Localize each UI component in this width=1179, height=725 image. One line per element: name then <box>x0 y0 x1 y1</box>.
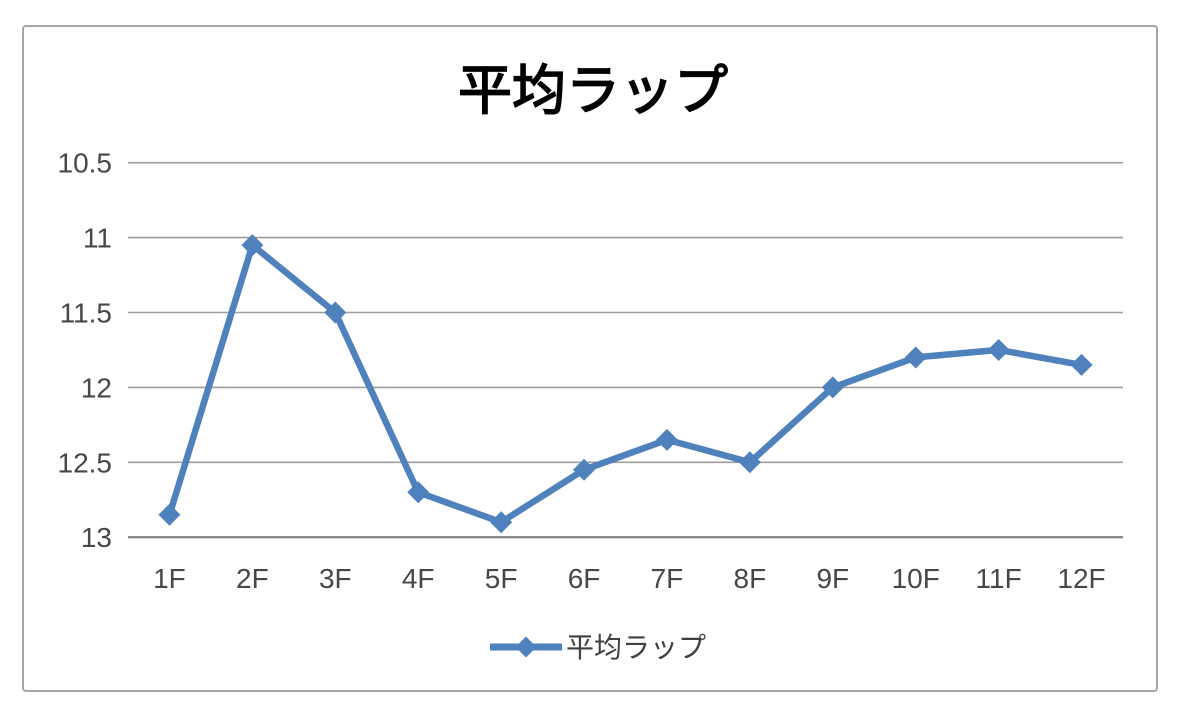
data-point-marker-icon <box>573 458 596 481</box>
chart-border <box>22 25 1158 692</box>
data-point-marker-icon <box>738 451 761 474</box>
data-point-marker-icon <box>490 511 513 534</box>
x-tick-label: 8F <box>734 563 767 594</box>
x-tick-label: 12F <box>1057 563 1105 594</box>
y-tick-label: 12.5 <box>58 447 113 478</box>
y-tick-label: 11.5 <box>60 298 112 329</box>
gridlines <box>128 161 1123 539</box>
x-tick-label: 6F <box>568 563 601 594</box>
y-axis-tick-labels: 10.5 11 11.5 12 12.5 13 <box>58 148 113 554</box>
y-tick-label: 13 <box>81 522 112 553</box>
data-point-marker-icon <box>407 481 430 504</box>
x-tick-label: 4F <box>402 563 435 594</box>
x-axis-tick-labels: 1F 2F 3F 4F 5F 6F 7F 8F 9F 10F 11F 12F <box>153 563 1106 594</box>
data-series <box>158 234 1093 534</box>
legend-series-label: 平均ラップ <box>566 632 706 663</box>
x-tick-label: 11F <box>976 563 1022 594</box>
y-tick-label: 12 <box>81 372 112 403</box>
x-tick-label: 7F <box>651 563 684 594</box>
data-point-marker-icon <box>655 428 678 451</box>
legend: 平均ラップ <box>490 632 706 663</box>
x-tick-label: 1F <box>153 563 186 594</box>
y-tick-label: 10.5 <box>58 148 113 179</box>
data-point-marker-icon <box>324 301 347 324</box>
x-tick-label: 3F <box>319 563 352 594</box>
x-tick-label: 2F <box>236 563 269 594</box>
data-point-marker-icon <box>158 503 181 526</box>
chart-title: 平均ラップ <box>458 61 728 121</box>
data-point-marker-icon <box>821 376 844 399</box>
legend-diamond-marker-icon <box>515 636 537 658</box>
y-tick-label: 11 <box>83 223 112 254</box>
series-line <box>166 241 1085 526</box>
x-tick-label: 10F <box>892 563 940 594</box>
data-point-marker-icon <box>987 338 1010 361</box>
x-tick-label: 5F <box>485 563 518 594</box>
x-tick-label: 9F <box>816 563 849 594</box>
data-point-marker-icon <box>241 234 264 257</box>
data-point-marker-icon <box>1070 353 1093 376</box>
data-point-marker-icon <box>904 346 927 369</box>
